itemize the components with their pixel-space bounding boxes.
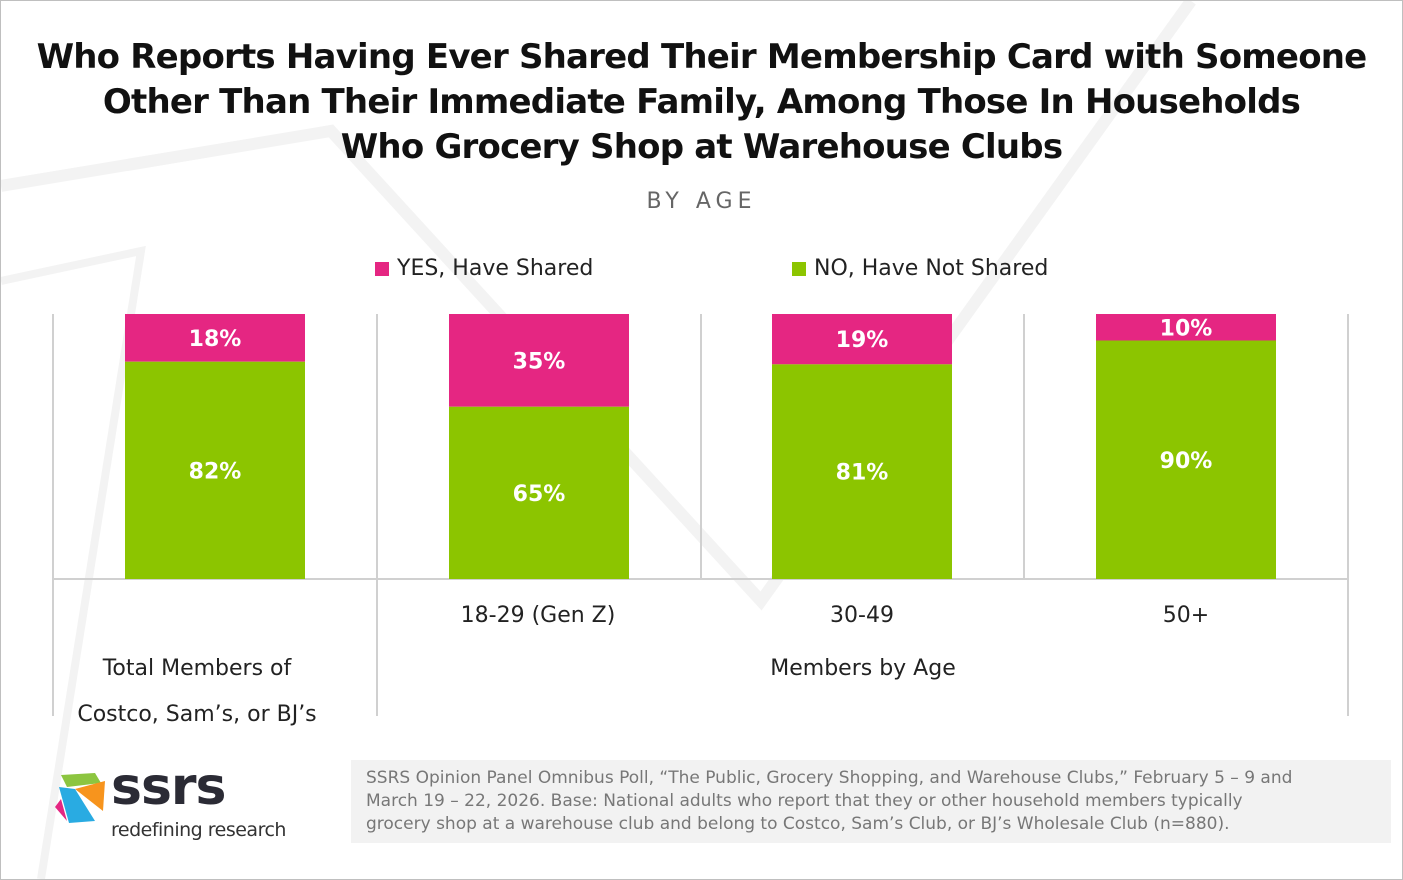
bar-segment-yes: [125, 314, 305, 362]
chart-subtitle: BY AGE: [646, 189, 757, 214]
bar-segment-yes: [772, 314, 952, 365]
category-label: 30-49: [830, 603, 894, 628]
data-label: 82%: [189, 459, 242, 484]
bar-segment-no: [449, 406, 629, 579]
data-label: 81%: [836, 461, 889, 486]
data-label: 65%: [513, 482, 566, 507]
bar-segment-no: [772, 364, 952, 579]
bar-segment-no: [125, 361, 305, 579]
group-label-total: Total Members of Costco, Sam’s, or BJ’s: [77, 656, 317, 727]
footnote-line: March 19 – 22, 2026. Base: National adul…: [366, 791, 1243, 811]
title-line: Other Than Their Immediate Family, Among…: [102, 82, 1301, 122]
footnote-line: grocery shop at a warehouse club and bel…: [366, 814, 1230, 834]
group-label-age: Members by Age: [770, 656, 956, 681]
title-line: Who Reports Having Ever Shared Their Mem…: [36, 37, 1368, 77]
logo-mark-icon: [55, 773, 105, 823]
legend-swatch-no: [792, 261, 806, 276]
data-label: 90%: [1160, 449, 1213, 474]
category-label: 18-29 (Gen Z): [460, 603, 616, 628]
bar-segment-no: [1096, 340, 1276, 579]
bar-segment-yes: [449, 314, 629, 407]
chart-title: Who Reports Having Ever Shared Their Mem…: [1, 35, 1402, 170]
legend-label: YES, Have Shared: [397, 256, 594, 281]
logo-tagline: redefining research: [111, 819, 286, 841]
source-footnote: SSRS Opinion Panel Omnibus Poll, “The Pu…: [351, 760, 1391, 843]
legend-item-yes: YES, Have Shared: [375, 256, 593, 281]
legend-swatch-yes: [375, 261, 389, 276]
footnote-line: SSRS Opinion Panel Omnibus Poll, “The Pu…: [366, 768, 1293, 788]
title-line: Who Grocery Shop at Warehouse Clubs: [340, 127, 1063, 167]
data-label: 35%: [513, 349, 566, 374]
data-label: 18%: [189, 327, 242, 352]
legend-label: NO, Have Not Shared: [814, 256, 1049, 281]
data-label: 10%: [1160, 316, 1213, 341]
category-label: 50+: [1162, 603, 1210, 628]
legend-item-no: NO, Have Not Shared: [792, 256, 1048, 281]
data-label: 19%: [836, 328, 889, 353]
logo-word: ssrs: [111, 757, 226, 817]
bar-segment-yes: [1096, 314, 1276, 341]
